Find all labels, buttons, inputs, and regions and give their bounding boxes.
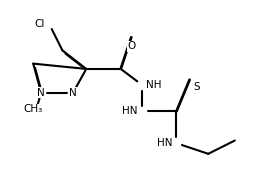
Text: CH₃: CH₃: [24, 104, 43, 114]
Text: N: N: [69, 88, 77, 98]
Text: HN: HN: [157, 138, 172, 148]
Text: HN: HN: [122, 106, 138, 116]
Text: Cl: Cl: [35, 19, 45, 29]
Text: NH: NH: [146, 80, 161, 90]
Text: S: S: [194, 82, 200, 92]
Text: N: N: [37, 88, 45, 98]
Text: O: O: [127, 41, 135, 51]
